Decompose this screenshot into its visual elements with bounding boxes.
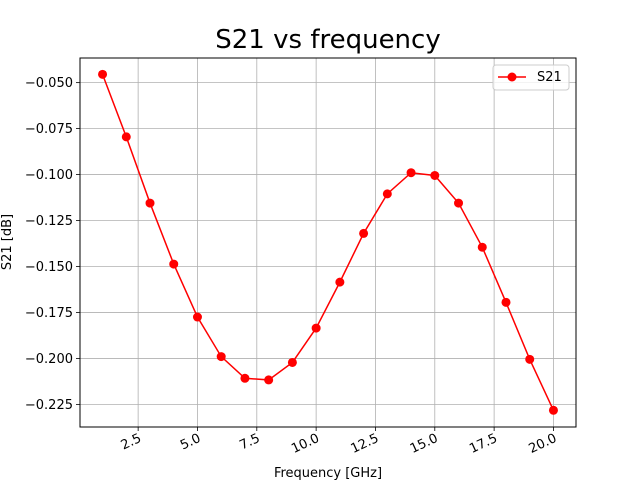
chart-title: S21 vs frequency <box>215 25 440 55</box>
y-tick-label: −0.175 <box>25 306 73 321</box>
legend-label: S21 <box>537 70 562 85</box>
y-axis-ticks: −0.050 −0.075 −0.100 −0.125 −0.150 −0.175 −0.2… <box>25 76 80 413</box>
data-point <box>548 405 558 415</box>
x-tick-label: 10.0 <box>289 431 322 457</box>
x-tick-label: 7.5 <box>237 431 262 453</box>
y-tick-label: −0.075 <box>25 122 73 137</box>
x-tick-label: 2.5 <box>119 431 144 453</box>
y-tick-label: −0.100 <box>25 168 73 183</box>
data-point <box>501 297 511 307</box>
y-tick-label: −0.050 <box>25 76 73 91</box>
data-point <box>311 323 321 333</box>
legend: S21 <box>492 64 570 91</box>
data-point <box>406 168 416 178</box>
data-point <box>240 373 250 383</box>
y-tick-label: −0.150 <box>25 260 73 275</box>
y-tick-label: −0.200 <box>25 352 73 367</box>
x-tick-label: 12.5 <box>349 431 382 457</box>
data-point <box>525 354 535 364</box>
data-point <box>430 170 440 180</box>
data-point <box>145 198 155 208</box>
data-point <box>287 357 297 367</box>
y-axis-label: S21 [dB] <box>0 214 15 270</box>
y-tick-label: −0.125 <box>25 214 73 229</box>
data-point <box>359 228 369 238</box>
data-point <box>121 132 131 142</box>
grid <box>80 58 576 427</box>
legend-box <box>492 64 570 91</box>
plot-area-frame <box>79 57 577 428</box>
data-point <box>454 198 464 208</box>
data-point <box>216 352 226 362</box>
data-point <box>382 189 392 199</box>
data-point <box>192 312 202 322</box>
series-layer <box>98 69 558 415</box>
x-tick-label: 15.0 <box>408 431 441 457</box>
x-tick-label: 5.0 <box>178 431 203 453</box>
data-point <box>264 375 274 385</box>
legend-marker <box>507 72 517 82</box>
x-axis-ticks: 2.5 5.0 7.5 10.0 12.5 15.0 17.5 20.0 <box>119 427 559 457</box>
data-point <box>169 259 179 269</box>
data-point <box>335 277 345 287</box>
x-tick-label: 17.5 <box>467 431 500 457</box>
series-line-s21 <box>101 74 555 411</box>
data-point <box>477 242 487 252</box>
data-point <box>98 69 108 79</box>
x-axis-label: Frequency [GHz] <box>274 466 382 480</box>
y-tick-label: −0.225 <box>25 398 73 413</box>
x-tick-label: 20.0 <box>527 431 560 457</box>
